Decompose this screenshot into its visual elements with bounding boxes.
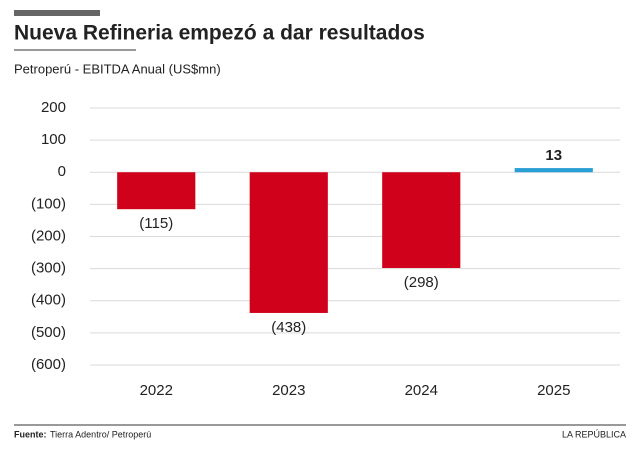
source-label: Fuente: [14,429,47,439]
bar [249,172,328,313]
data-label: 13 [545,147,562,164]
y-tick-label: 200 [41,99,66,116]
bar [117,172,196,210]
source: Tierra Adentro/ Petroperú [50,429,151,439]
y-tick-label: (100) [31,195,66,212]
y-tick-label: (200) [31,227,66,244]
x-tick-label: 2025 [537,382,570,399]
chart-title: Nueva Refineria empezó a dar resultados [14,22,425,45]
data-label: (115) [139,215,173,232]
chart-subtitle: Petroperú - EBITDA Anual (US$mn) [14,61,221,76]
y-tick-label: (400) [31,292,66,309]
y-tick-label: (300) [31,260,66,277]
data-label: (438) [271,319,306,336]
data-label: (298) [404,274,439,291]
brand: LA REPÚBLICA [562,429,626,439]
x-tick-label: 2023 [272,382,305,399]
y-tick-label: (600) [31,356,66,373]
y-tick-label: 100 [41,131,66,148]
x-tick-label: 2022 [140,382,173,399]
x-tick-label: 2024 [405,382,438,399]
y-tick-label: 0 [58,163,66,180]
bar [514,168,593,173]
decor-bar [14,10,100,16]
bar [382,172,461,268]
y-tick-label: (500) [31,324,66,341]
